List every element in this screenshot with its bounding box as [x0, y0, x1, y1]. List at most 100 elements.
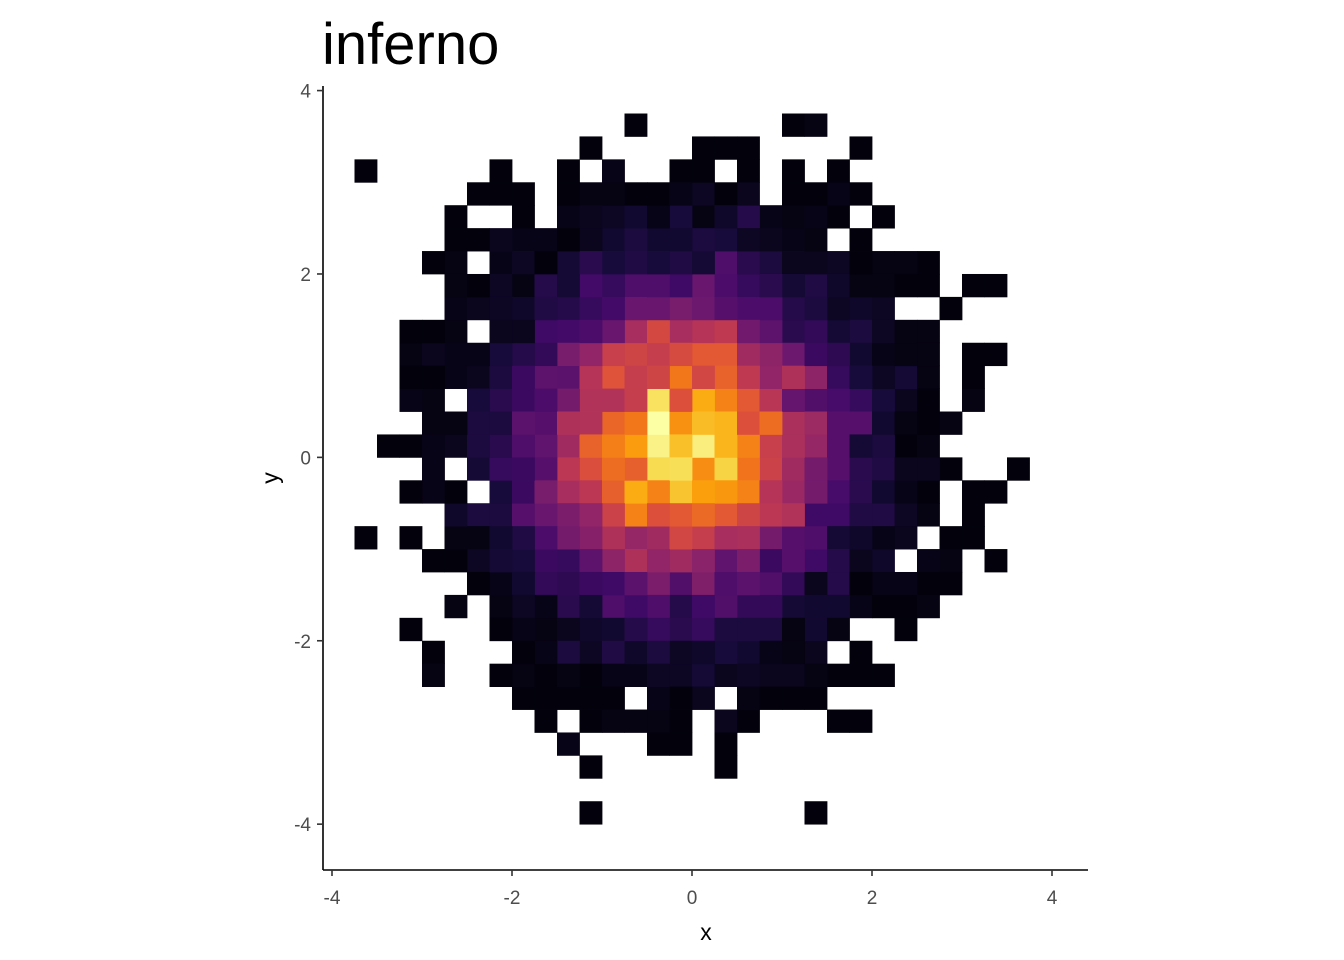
heatmap-tile — [444, 503, 468, 527]
heatmap-tile — [894, 273, 918, 298]
heatmap-tile — [602, 526, 625, 550]
heatmap-tile — [534, 594, 558, 619]
heatmap-tile — [669, 251, 693, 275]
heatmap-tile — [872, 594, 895, 619]
heatmap-tile — [939, 411, 963, 435]
heatmap-tile — [872, 273, 895, 298]
heatmap-tile — [669, 342, 693, 367]
heatmap-tile — [557, 182, 580, 206]
heatmap-tile — [579, 388, 603, 412]
heatmap-tile — [737, 640, 760, 665]
heatmap-tile — [692, 228, 715, 252]
heatmap-tile — [534, 273, 558, 298]
x-tick-label: 2 — [867, 888, 878, 909]
heatmap-tile — [557, 319, 580, 344]
heatmap-tile — [962, 365, 985, 389]
heatmap-tile — [422, 480, 445, 504]
heatmap-tile — [624, 388, 648, 412]
heatmap-tile — [422, 251, 445, 275]
heatmap-tile — [872, 319, 895, 344]
heatmap-tile — [624, 434, 648, 458]
heatmap-tile — [894, 342, 918, 367]
heatmap-tile — [849, 480, 873, 504]
heatmap-tile — [849, 503, 873, 527]
heatmap-tile — [962, 342, 985, 367]
heatmap-tile — [827, 388, 850, 412]
heatmap-tile — [782, 549, 805, 573]
heatmap-tile — [647, 480, 670, 504]
x-tick-label: -4 — [324, 888, 341, 909]
heatmap-tile — [669, 273, 693, 298]
heatmap-tile — [467, 457, 490, 481]
heatmap-tile — [759, 640, 783, 665]
heatmap-tile — [737, 480, 760, 504]
heatmap-tile — [444, 594, 468, 619]
heatmap-tile — [692, 434, 715, 458]
heatmap-tile — [827, 709, 850, 733]
heatmap-tile — [692, 411, 715, 435]
heatmap-tile — [489, 182, 513, 206]
heatmap-tile — [737, 228, 760, 252]
heatmap-tile — [804, 617, 828, 642]
y-tick-label: 0 — [300, 448, 311, 469]
heatmap-tile — [534, 228, 558, 252]
heatmap-tile — [579, 663, 603, 687]
heatmap-tile — [827, 526, 850, 550]
heatmap-tile — [669, 526, 693, 550]
heatmap-tile — [782, 113, 805, 137]
heatmap-tile — [737, 503, 760, 527]
heatmap-tile — [534, 503, 558, 527]
heatmap-tile — [692, 319, 715, 344]
heatmap-tile — [827, 205, 850, 229]
heatmap-tile — [692, 205, 715, 229]
heatmap-tile — [692, 571, 715, 596]
heatmap-tile — [917, 411, 940, 435]
heatmap-tile — [602, 663, 625, 687]
heatmap-tile — [489, 342, 513, 367]
heatmap-tile — [624, 319, 648, 344]
heatmap-tile — [782, 251, 805, 275]
heatmap-tile — [894, 388, 918, 412]
heatmap-tile — [647, 319, 670, 344]
heatmap-tile — [624, 503, 648, 527]
heatmap-tile — [399, 342, 423, 367]
heatmap-tile — [849, 571, 873, 596]
heatmap-tile — [647, 365, 670, 389]
heatmap-tile — [602, 159, 625, 183]
heatmap-tile — [579, 503, 603, 527]
heatmap-tile — [827, 480, 850, 504]
heatmap-tile — [422, 457, 445, 481]
heatmap-tile — [579, 251, 603, 275]
heatmap-tile — [534, 549, 558, 573]
heatmap-tile — [804, 594, 828, 619]
heatmap-tile — [984, 549, 1008, 573]
heatmap-tile — [714, 526, 738, 550]
heatmap-tile — [534, 365, 558, 389]
heatmap-tile — [737, 617, 760, 642]
heatmap-tile — [624, 228, 648, 252]
y-ticks: -4 -2 0 2 4 — [294, 82, 323, 836]
heatmap-tile — [534, 342, 558, 367]
heatmap-tile — [647, 526, 670, 550]
heatmap-tile — [444, 319, 468, 344]
heatmap-tile — [692, 640, 715, 665]
heatmap-tile — [804, 480, 828, 504]
heatmap-tile — [579, 755, 603, 779]
heatmap-tile — [444, 411, 468, 435]
heatmap-tile — [759, 205, 783, 229]
heatmap-tile — [782, 640, 805, 665]
heatmap-tile — [557, 388, 580, 412]
heatmap-tile — [894, 526, 918, 550]
heatmap-tile — [782, 411, 805, 435]
heatmap-tile — [917, 594, 940, 619]
heatmap-tile — [849, 296, 873, 321]
heatmap-tile — [714, 365, 738, 389]
heatmap-tile — [827, 159, 850, 183]
heatmap-tile — [557, 411, 580, 435]
heatmap-tile — [647, 296, 670, 321]
heatmap-tile — [534, 251, 558, 275]
heatmap-tile — [917, 503, 940, 527]
heatmap-tile — [737, 296, 760, 321]
heatmap-tile — [534, 686, 558, 710]
heatmap-tile — [669, 159, 693, 183]
